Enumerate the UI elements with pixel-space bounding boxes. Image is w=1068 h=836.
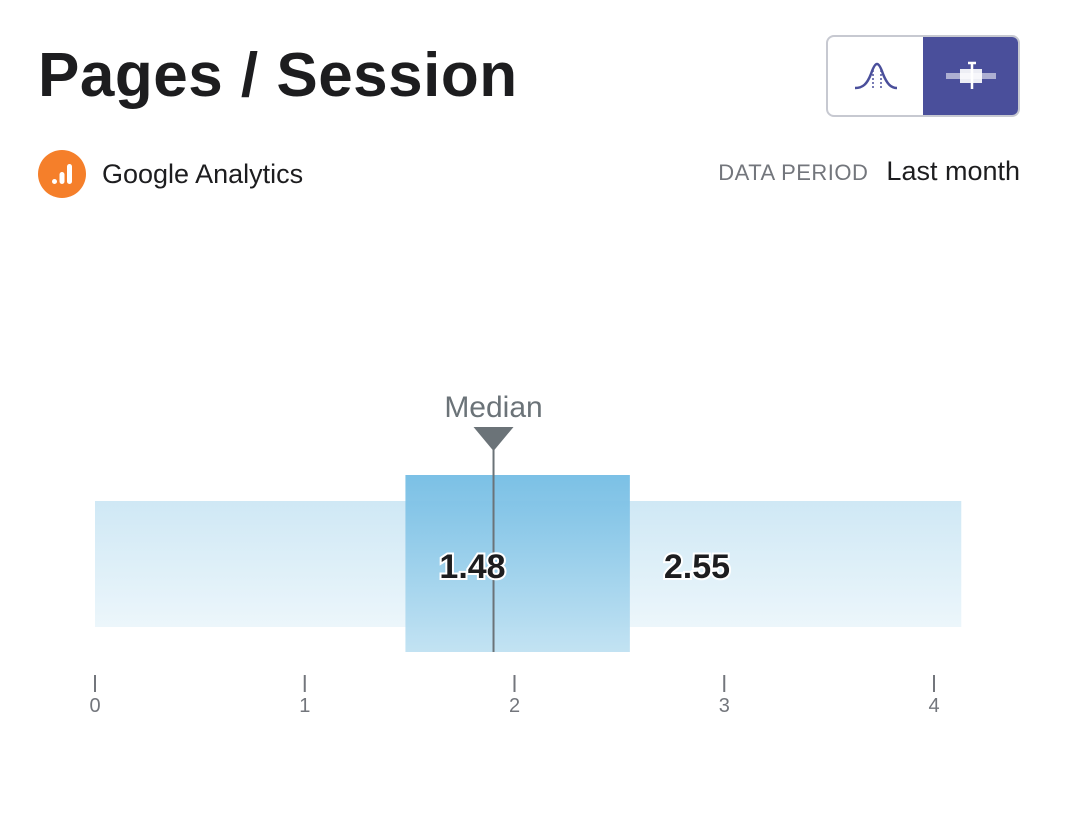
view-toggle (826, 35, 1020, 117)
source-label: Google Analytics (102, 158, 304, 189)
median-marker (473, 427, 514, 451)
distribution-view-button[interactable] (828, 37, 923, 115)
axis-tick-label: 0 (89, 695, 100, 717)
axis-tick-label: 1 (299, 695, 310, 717)
range-bar-icon (945, 61, 996, 89)
page-title: Pages / Session (38, 41, 518, 110)
distribution-curve-icon (854, 62, 897, 90)
axis-tick-label: 4 (928, 695, 939, 717)
data-source: Google Analytics (38, 150, 303, 198)
data-period: DATA PERIOD Last month (718, 156, 1020, 187)
axis-tick-label: 2 (509, 695, 520, 717)
data-period-value[interactable]: Last month (886, 156, 1020, 186)
axis-tick-label: 3 (719, 695, 730, 717)
range-view-button[interactable] (923, 37, 1018, 115)
median-label: Median (444, 391, 542, 424)
google-analytics-icon (38, 150, 86, 198)
q3-value-label: 2.55 (664, 548, 730, 586)
interquartile-range-bar[interactable] (405, 475, 630, 652)
q1-value-label: 1.48 (439, 548, 505, 586)
data-period-label: DATA PERIOD (718, 160, 869, 185)
